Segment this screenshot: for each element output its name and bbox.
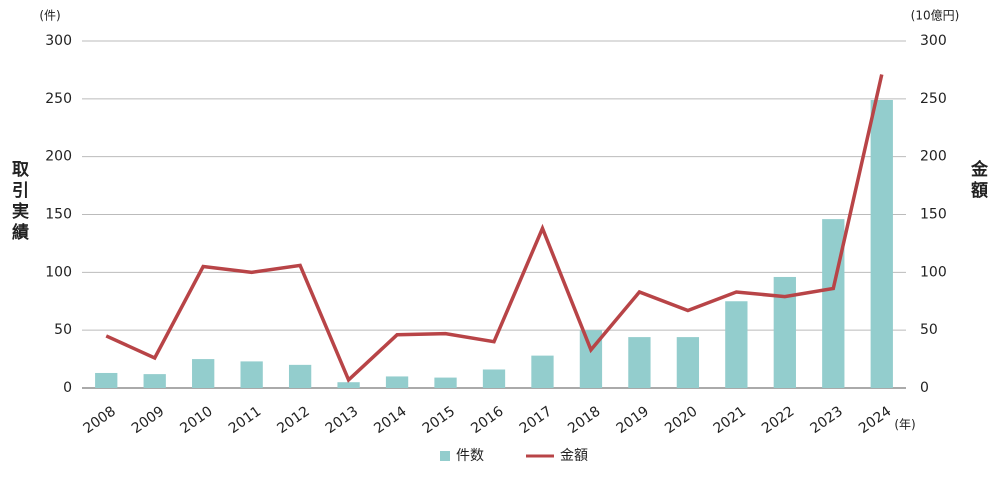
bar bbox=[482, 369, 506, 388]
x-tick-label: 2021 bbox=[711, 403, 749, 437]
bar bbox=[628, 337, 651, 388]
y-tick-label: 300 bbox=[45, 33, 72, 49]
bar bbox=[240, 361, 263, 388]
x-tick-label: 2022 bbox=[759, 403, 797, 437]
x-tick-label: 2016 bbox=[468, 403, 506, 437]
bar bbox=[192, 359, 215, 388]
x-tick-label: 2013 bbox=[323, 403, 361, 437]
y-unit: (件) bbox=[39, 9, 60, 23]
y-tick-label: 100 bbox=[45, 264, 72, 280]
x-tick-label: 2015 bbox=[420, 403, 458, 437]
x-tick-label: 2018 bbox=[565, 403, 603, 437]
y-axis-label: 取引実績 bbox=[8, 160, 29, 244]
legend-label: 件数 bbox=[456, 448, 484, 464]
bar bbox=[434, 377, 457, 388]
bar bbox=[870, 99, 893, 389]
legend-label: 金額 bbox=[560, 448, 588, 464]
x-tick-label: 2023 bbox=[808, 403, 846, 437]
bar bbox=[143, 374, 166, 388]
y-tick-label: 250 bbox=[45, 91, 72, 107]
y-tick-label: 200 bbox=[45, 149, 72, 165]
line bbox=[105, 74, 884, 383]
bar bbox=[531, 355, 554, 388]
y2-tick-label: 100 bbox=[920, 264, 947, 280]
y2-axis-label: 金額 bbox=[967, 159, 989, 202]
x-tick-label: 2017 bbox=[517, 403, 555, 437]
y2-tick-label: 250 bbox=[920, 91, 947, 107]
bar bbox=[337, 382, 360, 388]
x-tick-label: 2012 bbox=[274, 403, 312, 437]
y-tick-label: 50 bbox=[54, 322, 72, 338]
x-unit: (年) bbox=[894, 418, 915, 432]
y2-tick-label: 200 bbox=[920, 149, 947, 165]
bar bbox=[773, 276, 796, 388]
y2-tick-label: 50 bbox=[920, 322, 938, 338]
x-tick-label: 2008 bbox=[80, 403, 118, 437]
bar bbox=[822, 219, 845, 388]
bar bbox=[676, 337, 700, 388]
y-tick-label: 150 bbox=[45, 207, 72, 223]
bar bbox=[95, 372, 118, 388]
x-tick-label: 2020 bbox=[662, 403, 700, 437]
bar bbox=[725, 301, 748, 388]
x-tick-label: 2009 bbox=[129, 403, 167, 437]
y-tick-label: 0 bbox=[63, 380, 72, 396]
y2-tick-label: 0 bbox=[920, 380, 929, 396]
y2-tick-label: 150 bbox=[920, 207, 947, 223]
x-tick-label: 2011 bbox=[226, 403, 264, 437]
x-tick-label: 2014 bbox=[371, 403, 409, 437]
x-tick-label: 2019 bbox=[614, 403, 652, 437]
x-tick-label: 2010 bbox=[177, 403, 215, 437]
bar bbox=[385, 376, 409, 388]
legend-swatch bbox=[440, 451, 450, 461]
y2-unit: (10億円) bbox=[911, 9, 960, 23]
x-tick-label: 2024 bbox=[856, 403, 894, 437]
bar bbox=[288, 364, 312, 388]
y2-tick-label: 300 bbox=[920, 33, 947, 49]
